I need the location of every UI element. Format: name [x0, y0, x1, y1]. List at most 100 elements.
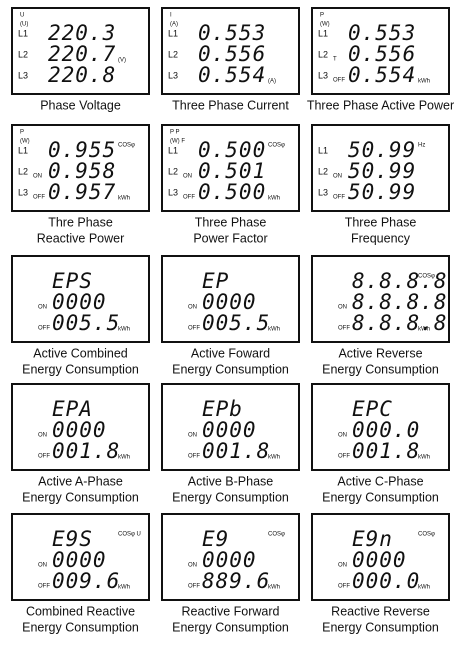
row-tag: OFF [338, 326, 350, 332]
lcd-value: 005.5 [52, 311, 120, 335]
indicator: (A) [170, 22, 178, 28]
row-label: L1 [18, 145, 28, 155]
row-label: L3 [318, 70, 328, 80]
lcd-value: 000.0 [352, 569, 420, 593]
caption: Energy Consumption [172, 620, 289, 634]
unit: COSφ [418, 274, 435, 280]
indicator: (W) [20, 139, 30, 145]
display-modes: U(U)L1220.3L2220.7(V)L3220.8Phase Voltag… [0, 0, 461, 648]
indicator: P P [170, 130, 180, 136]
lcd-value: 0.500 [198, 180, 266, 204]
indicator: (W) F [170, 139, 185, 145]
caption: Combined Reactive [26, 604, 135, 618]
indicator: U [20, 13, 24, 19]
indicator: P [320, 13, 324, 19]
caption: Power Factor [193, 231, 267, 245]
row-tag: ON [38, 305, 47, 311]
caption: Three Phase Current [172, 98, 289, 112]
unit: kWh [268, 585, 280, 591]
lcd-value: 0.554 [348, 63, 416, 87]
lcd-value: 50.99 [348, 180, 416, 204]
caption: Energy Consumption [172, 362, 289, 376]
row-tag: OFF [38, 326, 50, 332]
row-tag: OFF [338, 454, 350, 460]
unit: kWh [118, 327, 130, 333]
caption: Three Phase Active Power [307, 98, 454, 112]
row-label: L3 [318, 187, 328, 197]
row-tag: OFF [183, 195, 195, 201]
indicator: (U) [20, 22, 28, 28]
unit: kWh [268, 455, 280, 461]
row-tag: OFF [188, 326, 200, 332]
caption: Three Phase [345, 215, 417, 229]
row-tag: ON [33, 174, 42, 180]
caption: Active C-Phase [337, 474, 423, 488]
lcd-value: 889.6 [202, 569, 270, 593]
lcd-value: 001.8 [352, 439, 420, 463]
row-label: L2 [18, 166, 28, 176]
row-label: L3 [18, 187, 28, 197]
row-label: L1 [168, 145, 178, 155]
row-label: L1 [168, 28, 178, 38]
caption: Energy Consumption [22, 362, 139, 376]
caption: Active A-Phase [38, 474, 123, 488]
caption: Frequency [351, 231, 411, 245]
row-label: L3 [168, 70, 178, 80]
indicator: P [20, 130, 24, 136]
row-tag: ON [188, 563, 197, 569]
lcd-value: 0.957 [48, 180, 116, 204]
caption: Energy Consumption [172, 490, 289, 504]
lcd-value: 001.8 [52, 439, 120, 463]
unit: kWh [418, 455, 430, 461]
row-label: L2 [318, 49, 328, 59]
caption: Energy Consumption [22, 490, 139, 504]
lcd-value: 0.554 [198, 63, 266, 87]
row-label: L2 [318, 166, 328, 176]
unit: kWh [118, 455, 130, 461]
row-label: L2 [168, 49, 178, 59]
unit: COSφ [268, 143, 285, 149]
unit: kWh [418, 327, 430, 333]
lcd-value: 220.8 [48, 63, 116, 87]
row-tag: ON [338, 433, 347, 439]
lcd-value: 005.5 [202, 311, 270, 335]
row-tag: OFF [33, 195, 45, 201]
row-tag: OFF [38, 584, 50, 590]
unit: kWh [268, 327, 280, 333]
row-tag: OFF [188, 584, 200, 590]
row-tag: ON [333, 174, 342, 180]
row-tag: OFF [333, 195, 345, 201]
caption: Active B-Phase [188, 474, 274, 488]
caption: Reactive Power [37, 231, 125, 245]
caption: Reactive Forward [182, 604, 280, 618]
caption: Thre Phase [48, 215, 113, 229]
row-tag: ON [38, 433, 47, 439]
unit: kWh [418, 79, 430, 85]
unit: (V) [118, 58, 126, 64]
row-tag: ON [338, 563, 347, 569]
row-tag: ON [188, 305, 197, 311]
row-tag: OFF [333, 78, 345, 84]
row-tag: OFF [338, 584, 350, 590]
row-tag: ON [38, 563, 47, 569]
lcd-value: 8.8.8.8 [352, 311, 448, 335]
unit: kWh [118, 196, 130, 202]
caption: Active Combined [33, 346, 128, 360]
caption: Energy Consumption [322, 490, 439, 504]
unit: (A) [268, 79, 276, 85]
caption: Active Foward [191, 346, 270, 360]
unit: COSφ U [118, 532, 141, 538]
unit: kWh [118, 585, 130, 591]
caption: Energy Consumption [22, 620, 139, 634]
caption: Energy Consumption [322, 620, 439, 634]
row-label: L3 [18, 70, 28, 80]
caption: Active Reverse [338, 346, 422, 360]
caption: Reactive Reverse [331, 604, 430, 618]
lcd-value: 001.8 [202, 439, 270, 463]
row-tag: OFF [38, 454, 50, 460]
unit: COSφ [418, 532, 435, 538]
row-tag: T [333, 57, 337, 63]
row-label: L1 [18, 28, 28, 38]
row-label: L2 [18, 49, 28, 59]
row-tag: OFF [188, 454, 200, 460]
